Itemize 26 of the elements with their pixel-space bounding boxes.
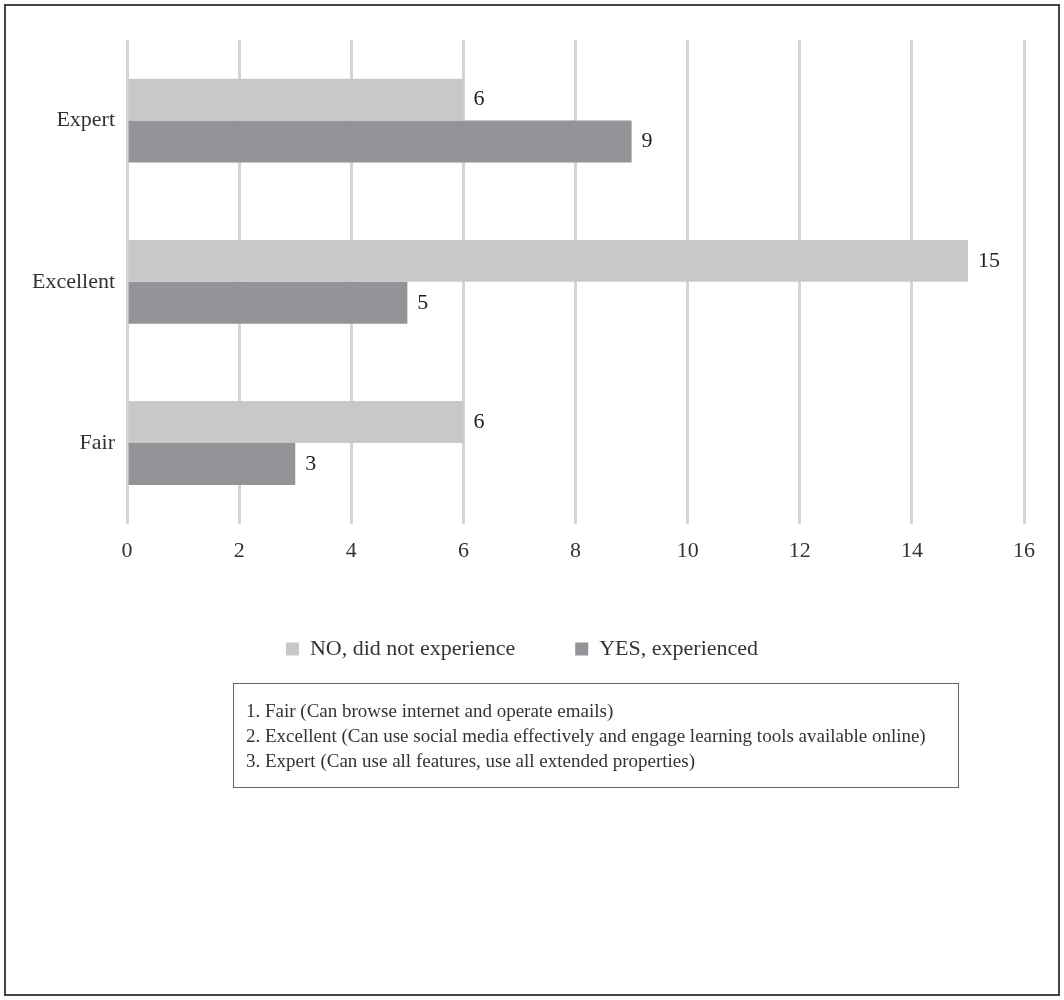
x-tick-label: 8 bbox=[570, 536, 582, 562]
y-tick-label: Expert bbox=[56, 106, 116, 132]
data-label: 15 bbox=[977, 246, 1000, 272]
text: 1. Fair (Can browse internet and operate emails) bbox=[246, 699, 615, 723]
bar bbox=[128, 281, 408, 324]
x-tick-label: 14 bbox=[900, 536, 923, 562]
data-label: 6 bbox=[473, 85, 485, 111]
x-tick-label: 0 bbox=[121, 536, 133, 562]
x-tick-label: 2 bbox=[233, 536, 245, 562]
x-tick-label: 4 bbox=[345, 536, 357, 562]
text: 2. Excellent (Can use social media effectively and engage learning tools available online) bbox=[246, 724, 927, 748]
text: 3. Expert (Can use all features, use all extended properties) bbox=[246, 749, 696, 773]
y-tick-label: Excellent bbox=[31, 267, 116, 293]
data-label: 9 bbox=[641, 127, 653, 153]
data-label: 6 bbox=[473, 407, 485, 433]
x-tick-label: 12 bbox=[788, 536, 811, 562]
legend-label: YES, experienced bbox=[599, 634, 759, 660]
x-tick-label: 16 bbox=[1013, 536, 1035, 562]
data-label: 3 bbox=[305, 449, 317, 475]
bar bbox=[128, 120, 632, 163]
x-tick-label: 6 bbox=[457, 536, 469, 562]
bar bbox=[128, 443, 296, 485]
legend-label: NO, did not experience bbox=[309, 634, 516, 660]
data-label: 5 bbox=[417, 288, 429, 314]
y-tick-label: Fair bbox=[79, 428, 116, 454]
x-tick-label: 10 bbox=[676, 536, 699, 562]
